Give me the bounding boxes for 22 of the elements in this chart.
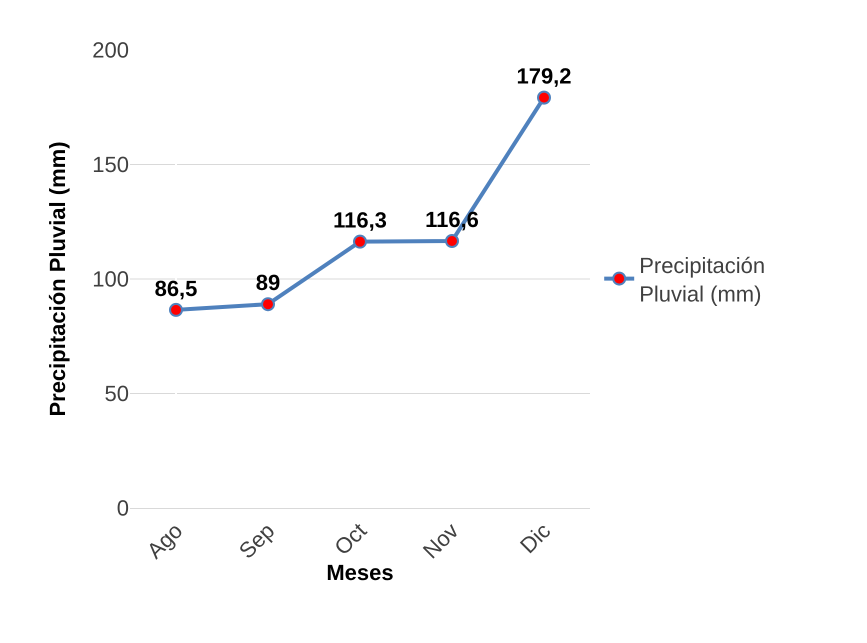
y-tick-label: 150 [92,152,129,178]
y-tick-label: 200 [92,38,129,63]
y-tick-label: 0 [116,496,129,521]
point [353,234,367,249]
data-label: 179,2 [516,64,572,89]
x-tick-label: Oct [329,518,372,560]
x-tick-label: Ago [142,518,188,564]
legend-label: Precipitación Pluvial (mm) [639,252,766,306]
y-axis-title: Precipitación Pluvial (mm) [45,141,70,417]
y-tick-label: 100 [92,266,129,292]
data-label: 116,3 [333,208,387,233]
point [169,302,183,317]
point [537,90,551,105]
data-label: 89 [256,270,280,296]
x-tick-label: Nov [418,518,464,564]
x-tick-label: Sep [234,518,280,564]
point [261,297,275,312]
point [445,234,459,248]
y-tick-label: 50 [104,381,129,406]
x-axis-title: Meses [326,560,394,585]
x-tick-label: Dic [515,518,556,558]
data-label: 86,5 [154,276,198,301]
